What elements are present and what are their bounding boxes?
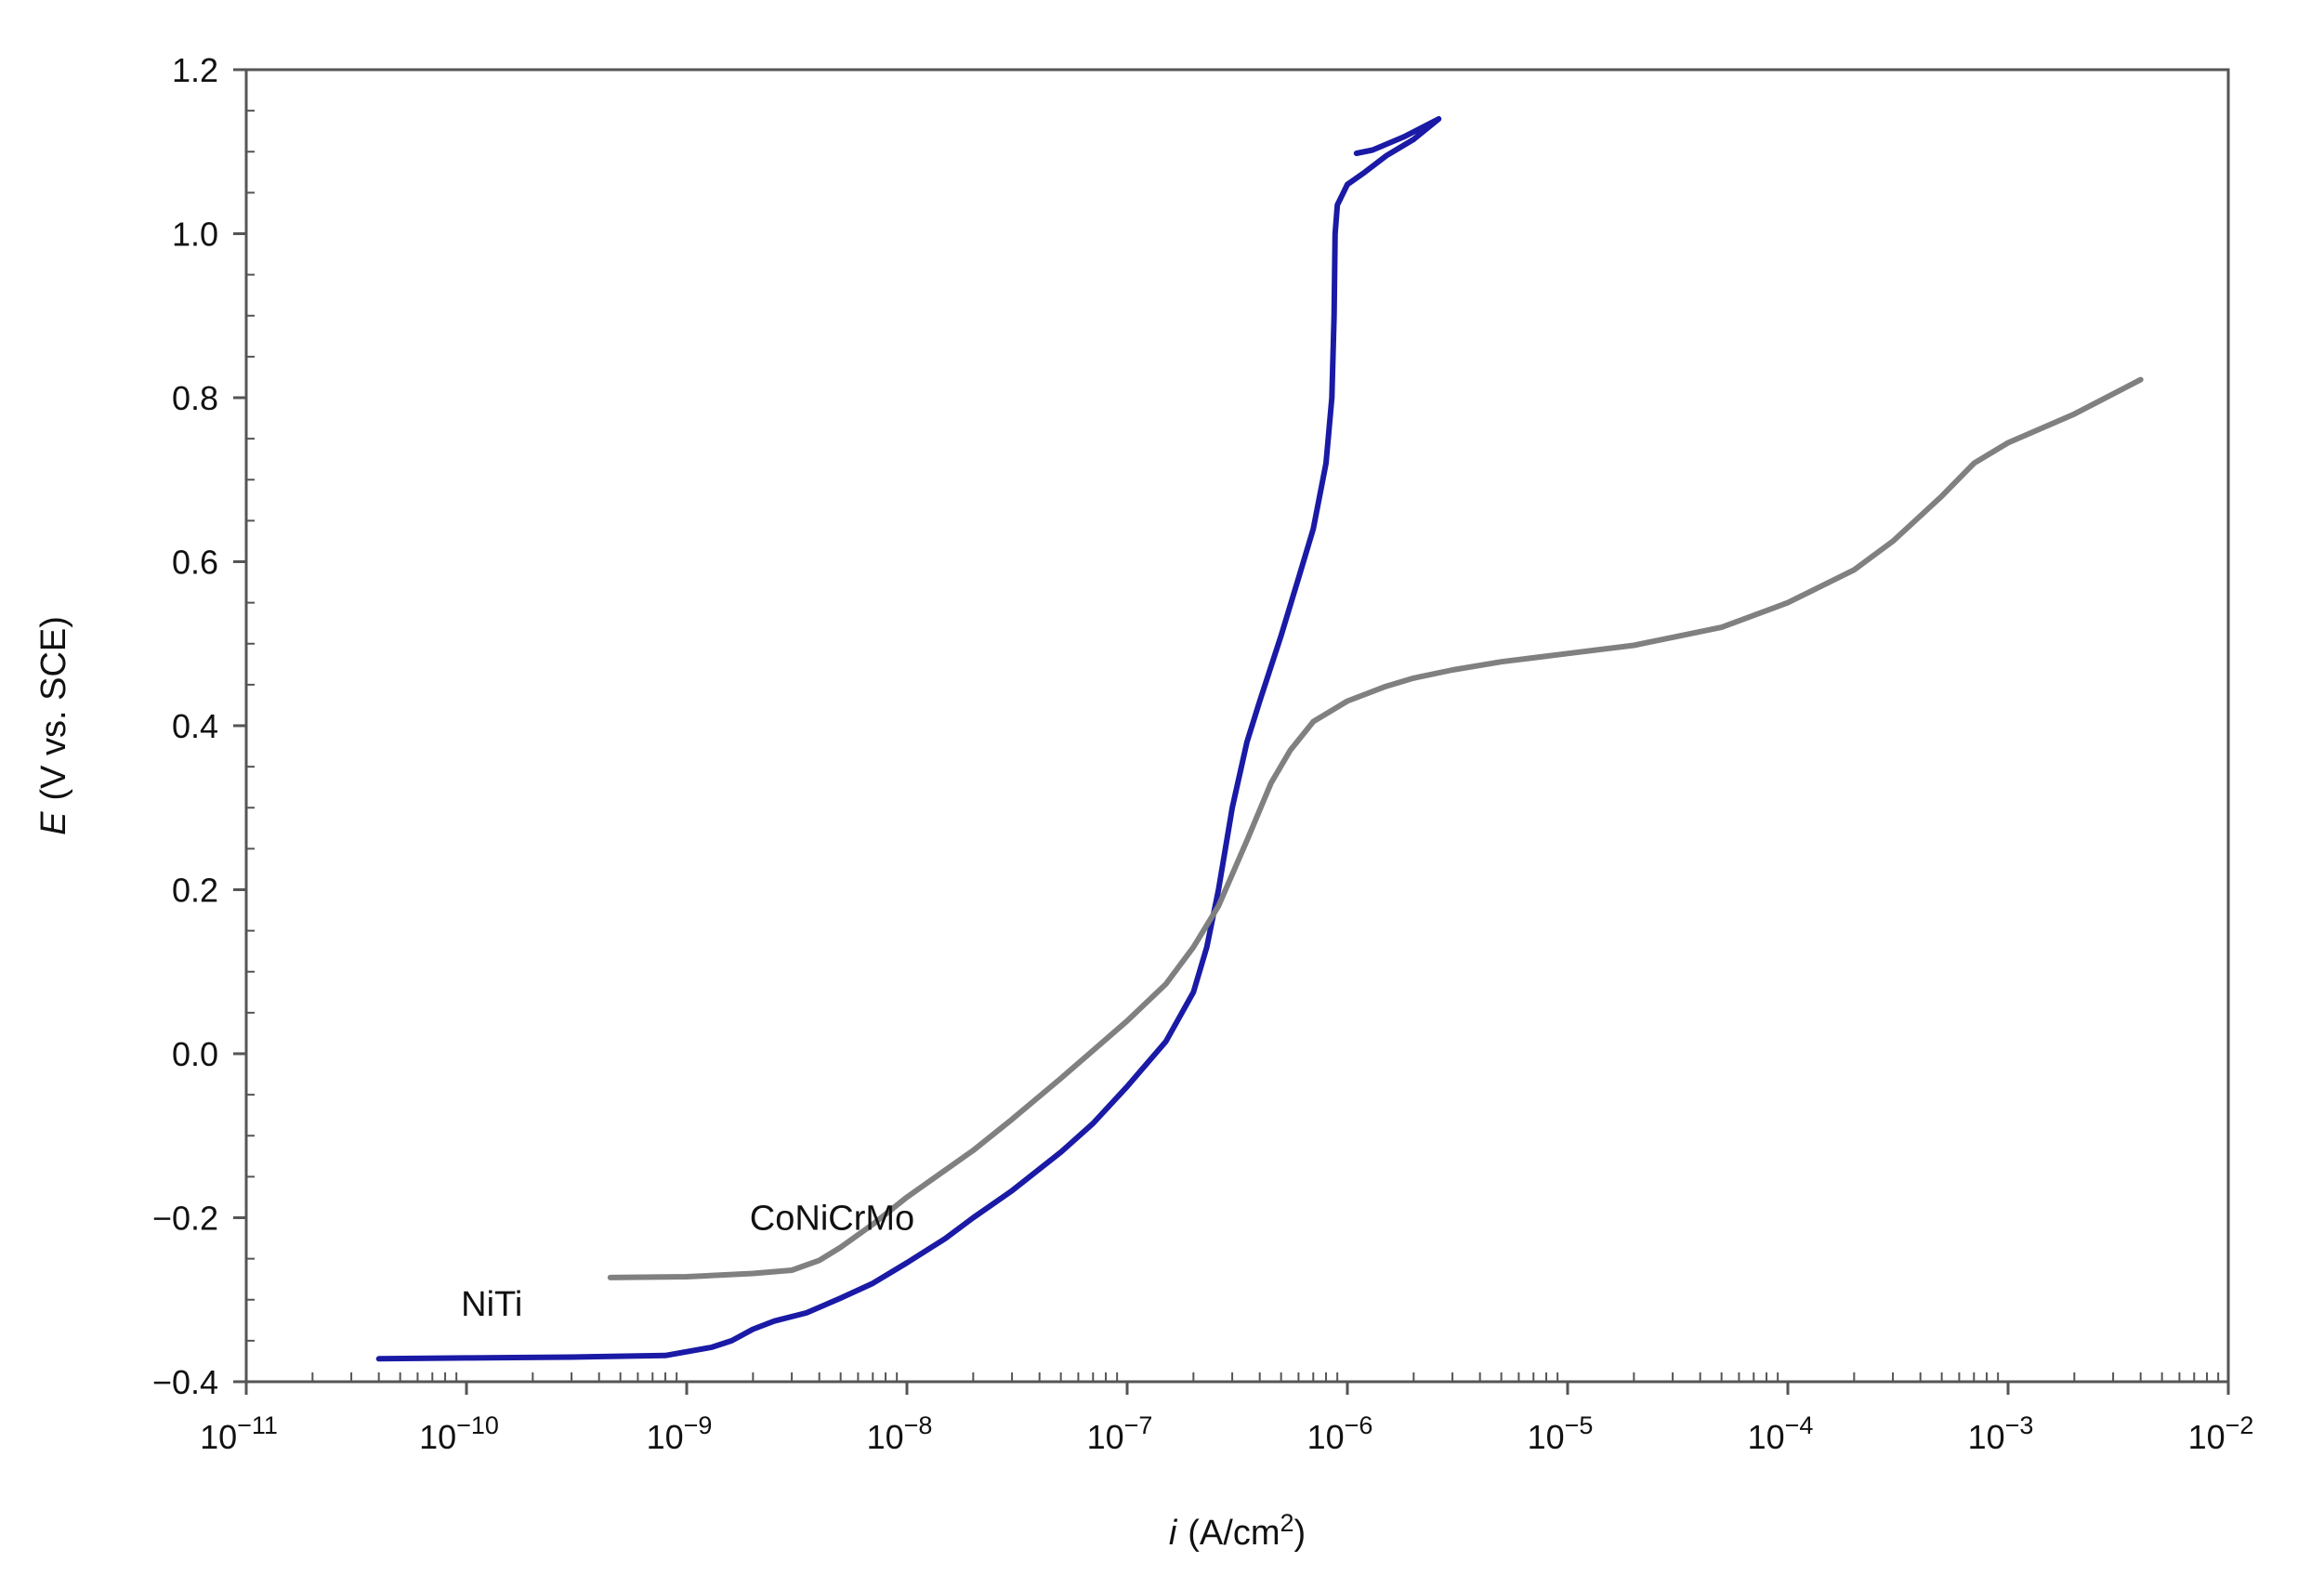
y-tick-label: 1.0 xyxy=(172,216,218,254)
y-tick-label: 1.2 xyxy=(172,51,218,89)
x-tick-exponent: −6 xyxy=(1345,1411,1373,1439)
axes xyxy=(233,68,2230,1395)
series-label-niti: NiTi xyxy=(461,1285,522,1324)
x-tick-label: 10−4 xyxy=(1748,1411,1814,1456)
x-tick-base: 10 xyxy=(200,1418,237,1456)
x-tick-exponent: −5 xyxy=(1565,1411,1594,1439)
x-tick-exponent: −2 xyxy=(2226,1411,2254,1439)
x-tick-exponent: −11 xyxy=(237,1411,278,1439)
x-tick-exponent: −4 xyxy=(1785,1411,1814,1439)
x-tick-base: 10 xyxy=(867,1418,904,1456)
x-tick-label: 10−11 xyxy=(200,1411,278,1456)
series-label-conicrmo: CoNiCrMo xyxy=(750,1200,914,1239)
x-tick-base: 10 xyxy=(1307,1418,1345,1456)
series-line-niti xyxy=(375,116,1442,1362)
x-tick-base: 10 xyxy=(647,1418,684,1456)
x-tick-base: 10 xyxy=(1528,1418,1565,1456)
x-axis-title-close: ) xyxy=(1294,1514,1306,1553)
y-tick-label: 0.6 xyxy=(172,544,218,582)
y-tick-label: 0.4 xyxy=(172,707,218,745)
y-axis-title-symbol: E xyxy=(34,811,73,835)
x-tick-base: 10 xyxy=(1748,1418,1785,1456)
x-axis-title: i (A/cm2) xyxy=(1169,1509,1306,1553)
y-tick-label: 0.2 xyxy=(172,872,218,910)
x-tick-exponent: −7 xyxy=(1124,1411,1153,1439)
x-tick-base: 10 xyxy=(2188,1418,2226,1456)
y-tick-label: −0.2 xyxy=(152,1200,218,1238)
x-tick-label: 10−10 xyxy=(419,1411,499,1456)
x-tick-exponent: −9 xyxy=(684,1411,713,1439)
x-tick-label: 10−7 xyxy=(1087,1411,1153,1456)
x-tick-exponent: −10 xyxy=(456,1411,499,1439)
x-tick-base: 10 xyxy=(1968,1418,2005,1456)
y-axis-title-unit: (V vs. SCE) xyxy=(34,616,73,800)
x-tick-base: 10 xyxy=(1087,1418,1124,1456)
series-line-conicrmo xyxy=(607,376,2144,1280)
x-tick-label: 10−2 xyxy=(2188,1411,2254,1456)
y-axis-title: E (V vs. SCE) xyxy=(34,616,73,835)
x-tick-label: 10−5 xyxy=(1528,1411,1594,1456)
x-axis-title-unit: (A/cm xyxy=(1188,1514,1280,1553)
y-tick-label: 0.0 xyxy=(172,1035,218,1073)
x-tick-exponent: −8 xyxy=(904,1411,933,1439)
y-tick-label: 0.8 xyxy=(172,379,218,417)
x-tick-label: 10−9 xyxy=(647,1411,713,1456)
labels: 1.21.00.80.60.40.20.0−0.2−0.410−11 10−10 1… xyxy=(34,51,2253,1553)
x-axis-title-superscript: 2 xyxy=(1280,1509,1293,1537)
x-tick-label: 10−6 xyxy=(1307,1411,1373,1456)
x-tick-base: 10 xyxy=(419,1418,456,1456)
x-axis-title-symbol: i xyxy=(1169,1514,1178,1553)
y-tick-label: −0.4 xyxy=(152,1363,218,1401)
plot-frame xyxy=(244,68,2230,1384)
x-tick-label: 10−3 xyxy=(1968,1411,2034,1456)
x-tick-label: 10−8 xyxy=(867,1411,933,1456)
x-tick-exponent: −3 xyxy=(2005,1411,2034,1439)
series xyxy=(375,116,2144,1362)
